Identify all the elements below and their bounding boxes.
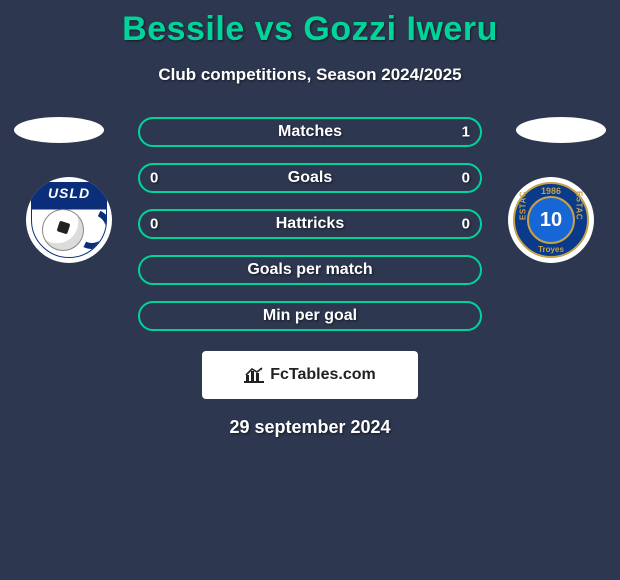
estac-left-text: ESTAC <box>519 191 528 220</box>
stat-left-value: 0 <box>150 216 158 233</box>
stat-label: Matches <box>140 123 480 141</box>
stat-row-hattricks: 0 Hattricks 0 <box>138 209 482 239</box>
stat-right-value: 0 <box>462 170 470 187</box>
stat-row-goals: 0 Goals 0 <box>138 163 482 193</box>
stat-label: Hattricks <box>140 215 480 233</box>
estac-number: 10 <box>540 209 562 232</box>
stat-right-value: 1 <box>462 124 470 141</box>
stat-row-matches: Matches 1 <box>138 117 482 147</box>
stat-left-value: 0 <box>150 170 158 187</box>
stat-row-goals-per-match: Goals per match <box>138 255 482 285</box>
site-attribution[interactable]: FcTables.com <box>202 351 418 399</box>
usld-text: USLD <box>32 185 106 201</box>
stat-row-min-per-goal: Min per goal <box>138 301 482 331</box>
right-oval-decor <box>516 117 606 143</box>
estac-logo: 1986 ESTAC ESTAC Troyes 10 <box>513 182 589 258</box>
comparison-panel: USLD 1986 ESTAC ESTAC Troyes 10 Matches … <box>0 117 620 347</box>
estac-bottom-text: Troyes <box>515 245 587 254</box>
date-label: 29 september 2024 <box>0 417 620 438</box>
bar-chart-icon <box>244 367 264 383</box>
subtitle: Club competitions, Season 2024/2025 <box>0 65 620 85</box>
stat-label: Goals <box>140 169 480 187</box>
left-oval-decor <box>14 117 104 143</box>
right-club-badge: 1986 ESTAC ESTAC Troyes 10 <box>508 177 594 263</box>
stat-label: Min per goal <box>140 307 480 325</box>
stat-right-value: 0 <box>462 216 470 233</box>
stats-list: Matches 1 0 Goals 0 0 Hattricks 0 Goals … <box>138 117 482 347</box>
page-title: Bessile vs Gozzi Iweru <box>0 0 620 49</box>
left-club-badge: USLD <box>26 177 112 263</box>
estac-right-text: ESTAC <box>575 191 584 220</box>
stat-label: Goals per match <box>140 261 480 279</box>
usld-logo: USLD <box>31 182 107 258</box>
site-label: FcTables.com <box>270 366 376 384</box>
